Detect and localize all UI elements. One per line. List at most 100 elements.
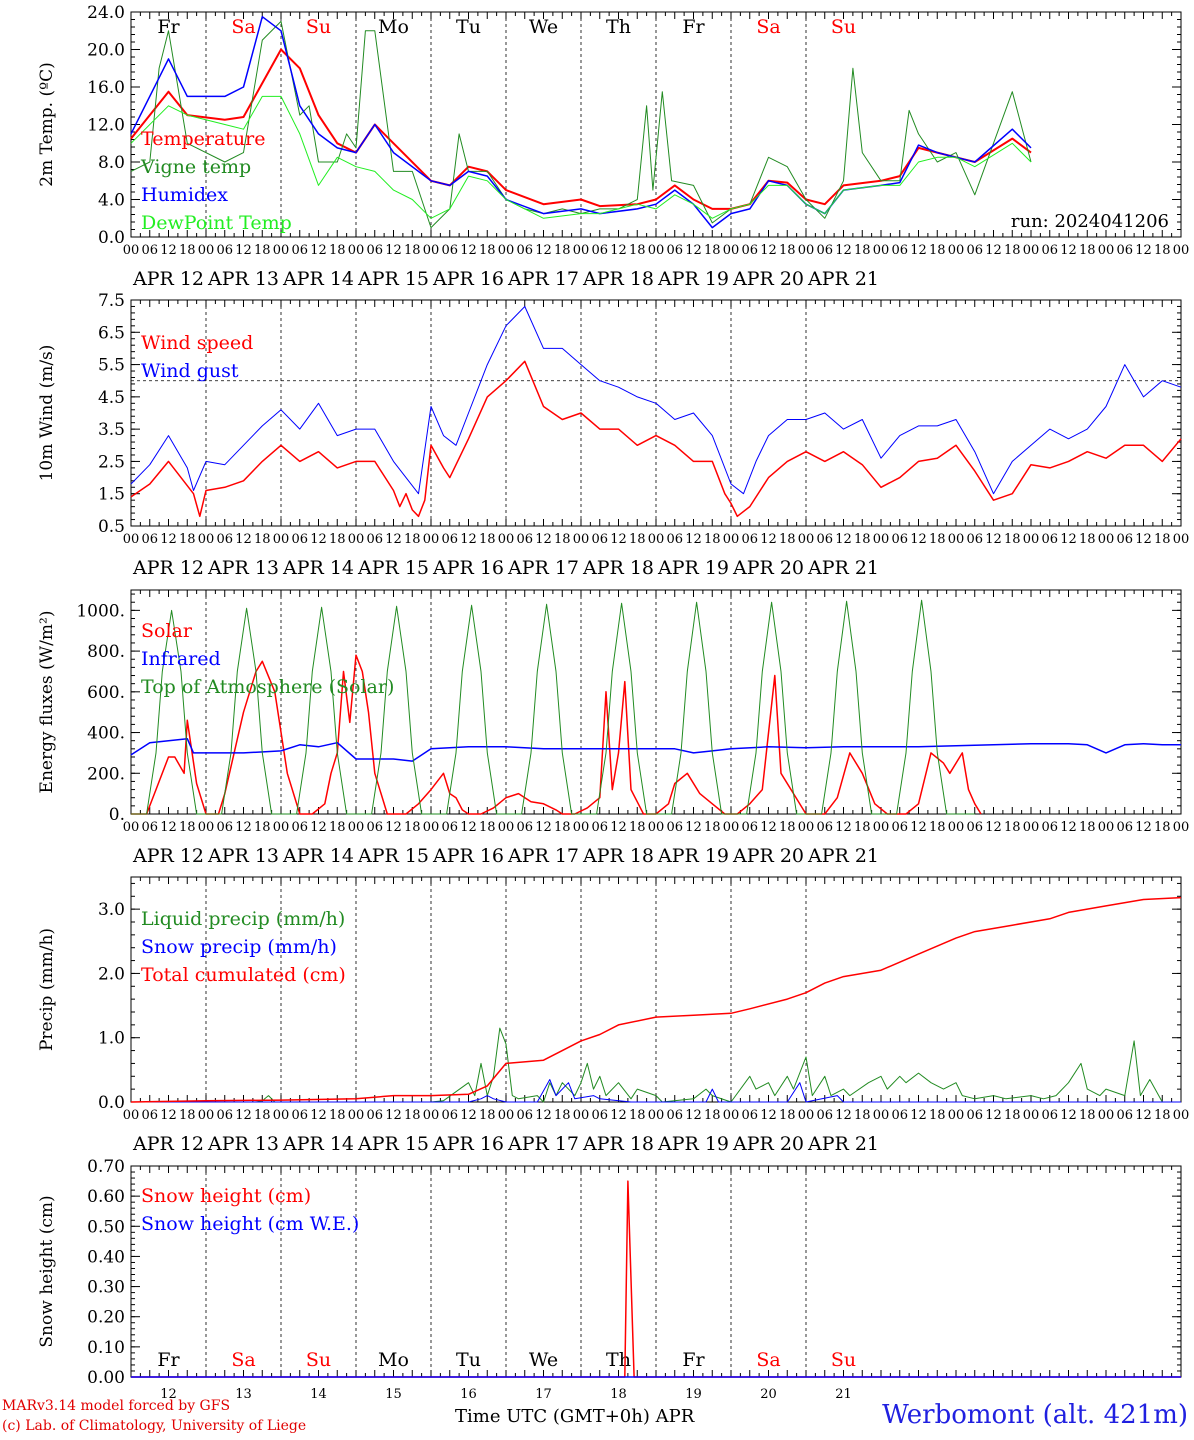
date-label: APR 14 [282, 845, 354, 867]
hour-tick-label: 18 [779, 532, 796, 547]
hour-tick-label: 18 [404, 243, 421, 258]
day-number-label: 20 [760, 1387, 777, 1402]
model-credit: MARv3.14 model forced by GFS [2, 1398, 231, 1414]
hour-tick-label: 12 [835, 820, 852, 835]
hour-tick-label: 12 [985, 243, 1002, 258]
hour-tick-label: 18 [329, 1108, 346, 1123]
date-label: APR 17 [507, 845, 579, 867]
legend-entry: Snow height (cm) [141, 1185, 311, 1207]
hour-tick-label: 00 [123, 820, 140, 835]
hour-tick-label: 06 [741, 820, 758, 835]
hour-tick-label: 18 [554, 532, 571, 547]
legend-entry: Top of Atmosphere (Solar) [141, 676, 394, 698]
date-label: APR 14 [282, 268, 354, 290]
hour-tick-label: 00 [573, 820, 590, 835]
date-label: APR 21 [807, 845, 879, 867]
date-label: APR 20 [732, 557, 804, 579]
day-number-label: 15 [385, 1387, 402, 1402]
date-label: APR 19 [657, 845, 729, 867]
hour-tick-label: 12 [1060, 820, 1077, 835]
weekday-label: Sa [756, 1349, 780, 1371]
hour-tick-label: 12 [985, 532, 1002, 547]
y-tick-label: 1.5 [98, 485, 125, 505]
hour-tick-label: 12 [1135, 820, 1152, 835]
hour-tick-label: 12 [460, 820, 477, 835]
y-tick-label: 400. [87, 724, 125, 744]
hour-tick-label: 06 [666, 820, 683, 835]
hour-tick-label: 00 [123, 243, 140, 258]
hour-tick-label: 06 [216, 1108, 233, 1123]
date-label: APR 13 [207, 557, 279, 579]
hour-tick-label: 18 [704, 243, 721, 258]
y-tick-label: 0.0 [98, 228, 125, 248]
y-tick-label: 0.00 [87, 1368, 125, 1388]
hour-tick-label: 12 [835, 532, 852, 547]
hour-tick-label: 06 [441, 1108, 458, 1123]
hour-tick-label: 12 [835, 1108, 852, 1123]
hour-tick-label: 00 [648, 532, 665, 547]
hour-tick-label: 00 [498, 532, 515, 547]
hour-tick-label: 12 [535, 243, 552, 258]
legend-entry: Total cumulated (cm) [141, 964, 346, 986]
y-tick-label: 0.20 [87, 1308, 125, 1328]
panel-wind: 0.5 1.5 2.5 3.5 4.5 5.5 6.5 7.5 10m Wind (m/s) 00… [37, 291, 1189, 579]
hour-tick-label: 06 [816, 820, 833, 835]
hour-tick-label: 06 [591, 1108, 608, 1123]
panel-energy: 0. 200. 400. 600. 800. 1000. Energy fluxes (W/… [37, 589, 1190, 867]
hour-tick-label: 18 [929, 820, 946, 835]
date-label: APR 16 [432, 1133, 504, 1155]
hour-tick-label: 06 [966, 1108, 983, 1123]
hour-tick-label: 00 [423, 532, 440, 547]
hour-tick-label: 12 [685, 532, 702, 547]
hour-tick-label: 12 [760, 243, 777, 258]
hour-tick-label: 00 [123, 532, 140, 547]
y-tick-label: 6.5 [98, 323, 125, 343]
hour-tick-label: 06 [891, 532, 908, 547]
hour-tick-label: 18 [1154, 243, 1171, 258]
hour-tick-label: 06 [1041, 532, 1058, 547]
hour-tick-label: 12 [1060, 532, 1077, 547]
hour-tick-label: 18 [179, 243, 196, 258]
hour-tick-label: 00 [648, 243, 665, 258]
hour-tick-label: 00 [198, 532, 215, 547]
date-label: APR 15 [357, 268, 429, 290]
hour-tick-label: 18 [179, 820, 196, 835]
y-tick-label: 1.0 [98, 1029, 125, 1049]
series-line [131, 1027, 1181, 1103]
y-tick-label: 2.0 [98, 964, 125, 984]
hour-tick-label: 06 [141, 820, 158, 835]
hour-tick-label: 00 [648, 820, 665, 835]
hour-tick-label: 18 [554, 1108, 571, 1123]
weekday-label: Fr [157, 1349, 180, 1371]
date-label: APR 18 [582, 1133, 654, 1155]
hour-tick-label: 12 [310, 243, 327, 258]
hour-tick-label: 00 [1173, 820, 1190, 835]
hour-tick-label: 06 [441, 820, 458, 835]
hour-tick-label: 00 [948, 820, 965, 835]
day-number-label: 14 [310, 1387, 327, 1402]
hour-tick-label: 18 [479, 243, 496, 258]
legend-entry: Infrared [141, 648, 221, 670]
hour-tick-label: 00 [423, 820, 440, 835]
y-tick-label: 200. [87, 764, 125, 784]
hour-tick-label: 06 [516, 820, 533, 835]
hour-tick-label: 06 [1116, 820, 1133, 835]
weekday-label: Mo [378, 1349, 409, 1371]
hour-tick-label: 18 [404, 1108, 421, 1123]
weekday-label: Sa [231, 16, 255, 38]
panel-temperature: 0.0 4.0 8.0 12.0 16.0 20.0 24.0 2m Temp. (ºC) 00… [37, 3, 1189, 290]
hour-tick-label: 18 [329, 820, 346, 835]
hour-tick-label: 12 [610, 532, 627, 547]
hour-tick-label: 18 [854, 532, 871, 547]
hour-tick-label: 12 [160, 532, 177, 547]
hour-tick-label: 06 [591, 820, 608, 835]
hour-tick-label: 06 [891, 820, 908, 835]
hour-tick-label: 00 [873, 243, 890, 258]
date-label: APR 12 [132, 845, 204, 867]
weekday-label: Tu [456, 1349, 481, 1371]
weekday-label: Su [306, 1349, 331, 1371]
hour-tick-label: 00 [1098, 532, 1115, 547]
hour-tick-label: 06 [291, 243, 308, 258]
hour-tick-label: 00 [1098, 1108, 1115, 1123]
